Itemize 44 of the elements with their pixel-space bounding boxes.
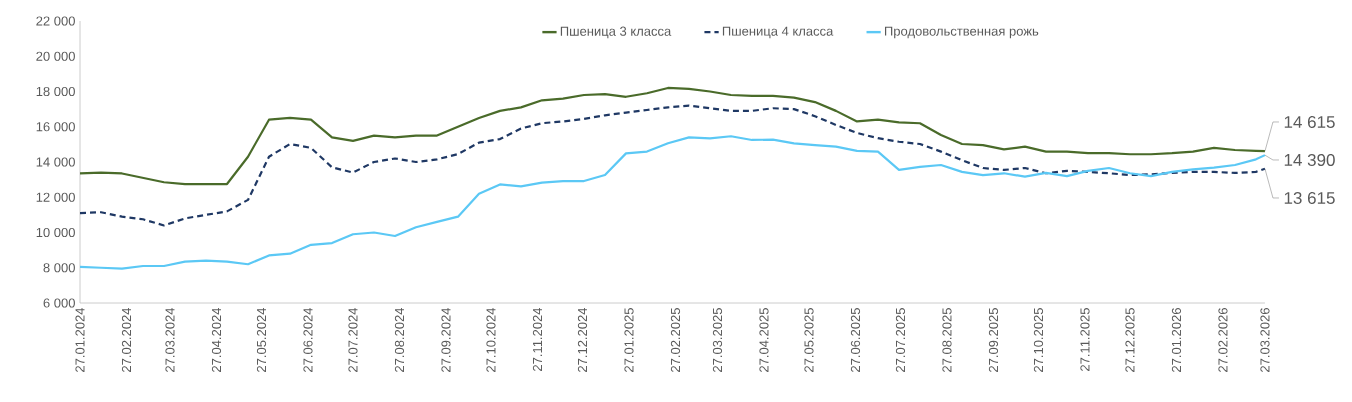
x-tick-label: 27.12.2024 (577, 307, 588, 372)
line-series (78, 104, 1267, 227)
x-tick-label: 27.04.2024 (211, 307, 222, 372)
y-tick-label: 20 000 (36, 51, 75, 61)
annotation: 14 615 (1284, 115, 1335, 128)
legend-label: Пшеница 3 класса (560, 26, 672, 39)
x-tick-label: 27.06.2025 (850, 308, 861, 372)
x-tick-label: 27.01.2026 (1171, 308, 1182, 372)
x-tick-label: 27.09.2025 (988, 308, 999, 372)
x-tick-label: 27.12.2025 (1125, 308, 1135, 372)
x-tick-label: 27.08.2024 (394, 307, 405, 372)
legend-label: Продовольственная рожь (884, 26, 1039, 39)
x-tick-label: 27.03.2026 (1260, 308, 1270, 372)
x-tick-label: 27.07.2024 (348, 307, 358, 372)
x-tick-label: 27.09.2024 (441, 307, 451, 372)
x-tick-label: 27.10.2025 (1033, 308, 1044, 372)
x-tick-label: 27.07.2025 (895, 308, 906, 372)
x-tick-label: 27.02.2026 (1218, 308, 1228, 372)
y-tick-label: 10 000 (36, 227, 75, 238)
y-tick-label: 8 000 (43, 263, 75, 273)
y-tick-label: 16 000 (36, 122, 75, 132)
x-tick-label: 27.11.2025 (1080, 308, 1090, 371)
x-tick-label: 27.06.2024 (303, 307, 313, 372)
x-tick-label: 27.03.2024 (165, 307, 175, 372)
x-tick-label: 27.01.2024 (75, 307, 85, 372)
x-tick-label: 27.10.2024 (486, 307, 496, 372)
line-series (78, 135, 1267, 270)
y-tick-label: 14 000 (36, 157, 75, 167)
y-tick-label: 12 000 (36, 192, 75, 202)
annotation: 14 390 (1284, 153, 1335, 166)
x-tick-label: 27.01.2025 (624, 308, 634, 372)
x-tick-label: 27.08.2025 (942, 308, 952, 372)
x-tick-label: 27.11.2024 (532, 307, 543, 371)
annotation: 13 615 (1284, 191, 1335, 204)
x-tick-label: 27.05.2025 (804, 308, 814, 372)
x-tick-label: 27.02.2024 (121, 307, 132, 372)
x-tick-label: 27.05.2024 (256, 307, 267, 372)
x-tick-label: 27.04.2025 (759, 308, 769, 372)
y-tick-label: 18 000 (36, 86, 75, 97)
legend-label: Пшеница 4 класса (722, 26, 834, 39)
y-tick-label: 6 000 (43, 298, 75, 308)
x-tick-label: 27.03.2025 (712, 308, 723, 372)
y-tick-label: 22 000 (36, 16, 75, 26)
x-tick-label: 27.02.2025 (670, 308, 681, 372)
